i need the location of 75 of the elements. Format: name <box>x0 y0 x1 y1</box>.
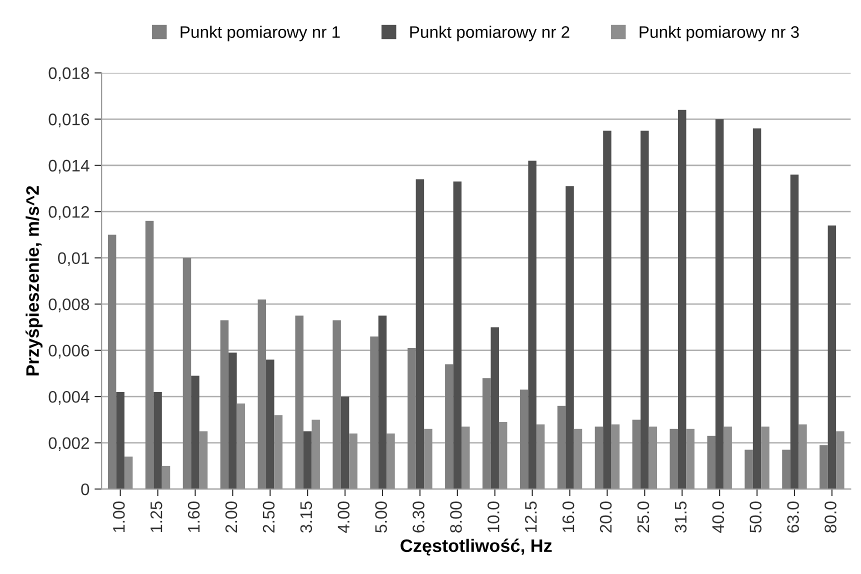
legend-label: Punkt pomiarowy nr 2 <box>410 26 570 42</box>
x-tick-label: 80.0 <box>824 502 836 533</box>
x-tick-label: 40.0 <box>712 502 724 533</box>
bar <box>594 426 604 490</box>
bar <box>332 320 341 490</box>
x-tick-label: 25.0 <box>637 502 650 532</box>
bar <box>408 348 416 490</box>
bar <box>266 360 274 490</box>
legend-label: Punkt pomiarowy nr 3 <box>640 26 799 42</box>
bar <box>182 258 192 490</box>
bar <box>116 392 124 490</box>
bar <box>340 396 350 490</box>
legend-label: Punkt pomiarowy nr 1 <box>180 26 340 42</box>
bar <box>820 445 828 490</box>
y-axis-title: Przyśpieszenie, m/s^2 <box>26 186 43 376</box>
bar <box>782 450 790 490</box>
x-tick-label: 1.00 <box>112 502 125 532</box>
bar <box>744 450 753 490</box>
y-tick-label: 0,018 <box>48 67 90 82</box>
x-tick-label: 20.0 <box>600 502 612 532</box>
bar <box>370 336 378 490</box>
bar <box>445 364 454 490</box>
bar <box>453 182 462 490</box>
bar <box>707 436 716 490</box>
bar <box>528 160 536 490</box>
x-tick-label: 2.00 <box>225 502 238 532</box>
x-tick-label: 1.25 <box>150 502 162 532</box>
y-tick-label: 0,002 <box>48 437 89 451</box>
x-tick-label: 6.30 <box>412 502 424 532</box>
x-axis-title: Częstotliwość, Hz <box>400 538 552 556</box>
bar <box>416 179 424 490</box>
bar <box>228 352 237 490</box>
bar <box>482 378 491 490</box>
x-tick-label: 5.00 <box>375 502 387 533</box>
bar <box>566 186 574 490</box>
bar <box>670 428 678 490</box>
x-tick-label: 1.60 <box>188 502 200 532</box>
bar <box>258 299 266 490</box>
y-tick-label: 0,008 <box>48 298 90 312</box>
bar <box>640 130 649 490</box>
bar <box>603 130 612 490</box>
y-tick-label: 0 <box>81 483 90 496</box>
bar <box>108 234 116 490</box>
bar <box>295 316 304 490</box>
x-tick-label: 2.50 <box>262 502 275 532</box>
x-tick-label: 10.0 <box>488 502 500 532</box>
bar <box>752 128 762 490</box>
bar <box>303 431 312 490</box>
bar <box>145 220 154 490</box>
bar <box>632 420 641 490</box>
bar <box>790 174 799 490</box>
bar <box>520 390 528 490</box>
y-tick-label: 0,014 <box>48 160 90 174</box>
bar <box>678 110 686 490</box>
x-tick-label: 4.00 <box>338 502 350 533</box>
bar <box>557 406 566 490</box>
y-tick-label: 0,01 <box>58 252 89 266</box>
x-tick-label: 50.0 <box>750 502 762 533</box>
x-tick-label: 8.00 <box>450 502 462 533</box>
bar <box>220 320 229 490</box>
x-tick-label: 63.0 <box>787 502 799 532</box>
y-tick-label: 0,012 <box>48 206 89 220</box>
x-tick-label: 16.0 <box>562 502 574 532</box>
y-tick-label: 0,016 <box>48 114 90 128</box>
bar <box>490 327 499 490</box>
bar <box>191 376 200 490</box>
bar <box>715 119 724 490</box>
y-tick-label: 0,006 <box>48 344 90 359</box>
x-tick-label: 3.15 <box>300 502 312 533</box>
bar <box>154 392 162 490</box>
bar <box>378 316 387 490</box>
y-tick-label: 0,004 <box>48 390 90 405</box>
bar <box>828 225 836 490</box>
x-tick-label: 12.5 <box>524 502 537 532</box>
x-tick-label: 31.5 <box>674 502 687 533</box>
